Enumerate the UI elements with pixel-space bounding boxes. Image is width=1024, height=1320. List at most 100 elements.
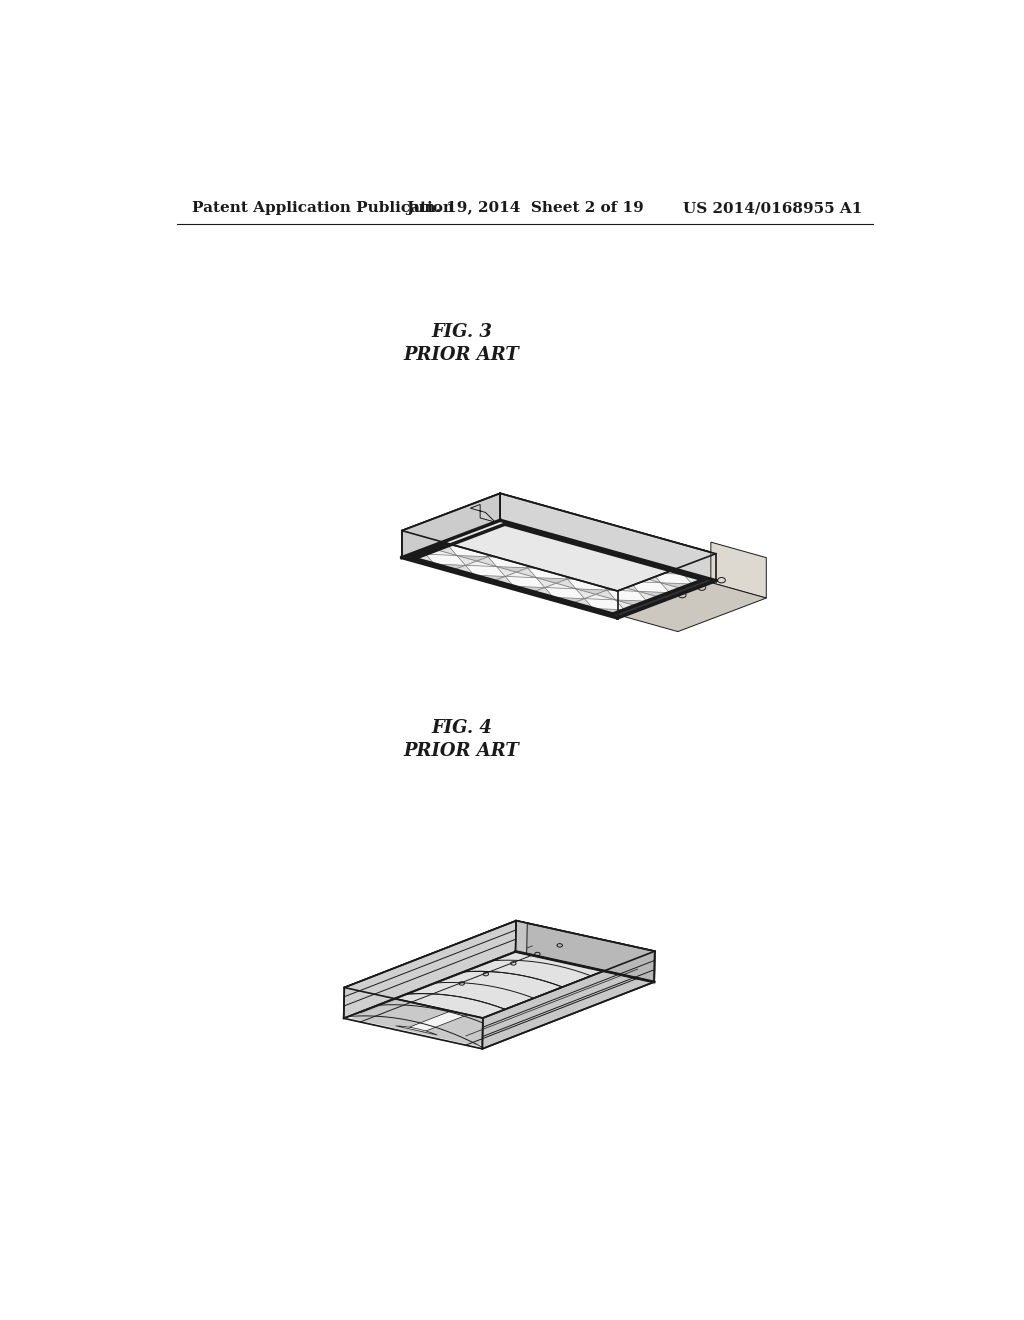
Polygon shape xyxy=(457,556,488,561)
Polygon shape xyxy=(415,524,703,614)
Polygon shape xyxy=(437,545,457,556)
Polygon shape xyxy=(660,582,681,593)
Polygon shape xyxy=(575,589,607,594)
Polygon shape xyxy=(596,590,615,599)
Polygon shape xyxy=(408,974,590,1023)
Polygon shape xyxy=(344,921,654,1018)
Polygon shape xyxy=(470,504,496,523)
Polygon shape xyxy=(590,566,622,572)
Polygon shape xyxy=(711,543,766,598)
Polygon shape xyxy=(593,609,624,614)
Polygon shape xyxy=(502,539,522,548)
Polygon shape xyxy=(350,997,532,1045)
Polygon shape xyxy=(542,549,561,560)
Polygon shape xyxy=(494,577,514,586)
Polygon shape xyxy=(497,520,716,582)
Polygon shape xyxy=(410,1007,474,1032)
Polygon shape xyxy=(505,572,537,578)
Polygon shape xyxy=(514,586,545,591)
Polygon shape xyxy=(579,570,598,581)
Polygon shape xyxy=(510,981,552,990)
Polygon shape xyxy=(434,564,466,570)
Text: US 2014/0168955 A1: US 2014/0168955 A1 xyxy=(683,202,862,215)
Polygon shape xyxy=(618,582,638,591)
Polygon shape xyxy=(524,962,589,987)
Polygon shape xyxy=(622,572,641,582)
Polygon shape xyxy=(615,599,647,606)
Polygon shape xyxy=(660,582,692,589)
Polygon shape xyxy=(638,591,670,597)
Polygon shape xyxy=(598,581,630,586)
Polygon shape xyxy=(534,587,553,598)
Polygon shape xyxy=(477,557,497,566)
Polygon shape xyxy=(466,561,497,566)
Polygon shape xyxy=(467,985,531,1010)
Polygon shape xyxy=(567,574,598,581)
Polygon shape xyxy=(564,541,585,550)
Text: FIG. 3: FIG. 3 xyxy=(431,322,493,341)
Polygon shape xyxy=(559,569,590,574)
Polygon shape xyxy=(585,594,615,599)
Polygon shape xyxy=(454,565,474,576)
Polygon shape xyxy=(453,1003,495,1012)
Polygon shape xyxy=(641,573,660,582)
Polygon shape xyxy=(539,560,559,569)
Polygon shape xyxy=(474,576,505,581)
Polygon shape xyxy=(465,952,647,1001)
Polygon shape xyxy=(612,557,644,564)
Polygon shape xyxy=(534,536,564,541)
Polygon shape xyxy=(344,952,654,1049)
Text: FIG. 4: FIG. 4 xyxy=(431,719,493,737)
Polygon shape xyxy=(519,558,539,568)
Polygon shape xyxy=(561,550,582,561)
Polygon shape xyxy=(572,546,604,552)
Polygon shape xyxy=(652,569,683,574)
Polygon shape xyxy=(449,541,479,546)
Polygon shape xyxy=(644,564,664,573)
Polygon shape xyxy=(607,586,638,591)
Polygon shape xyxy=(561,962,602,970)
Polygon shape xyxy=(573,599,593,609)
Polygon shape xyxy=(426,550,457,556)
Polygon shape xyxy=(601,562,622,572)
Polygon shape xyxy=(344,991,540,1044)
Polygon shape xyxy=(598,581,618,590)
Polygon shape xyxy=(622,572,652,577)
Polygon shape xyxy=(516,568,537,578)
Polygon shape xyxy=(550,554,582,561)
Polygon shape xyxy=(615,599,636,610)
Polygon shape xyxy=(638,591,658,601)
Polygon shape xyxy=(500,548,519,558)
Polygon shape xyxy=(401,969,597,1022)
Polygon shape xyxy=(446,1006,487,1015)
Polygon shape xyxy=(395,1026,437,1035)
Polygon shape xyxy=(609,578,716,618)
Polygon shape xyxy=(479,546,500,557)
Polygon shape xyxy=(527,564,559,569)
Polygon shape xyxy=(497,566,516,577)
Polygon shape xyxy=(553,598,585,603)
Polygon shape xyxy=(623,582,766,631)
Polygon shape xyxy=(500,494,716,581)
Polygon shape xyxy=(479,546,511,553)
Polygon shape xyxy=(497,566,527,572)
Polygon shape xyxy=(515,921,527,954)
Polygon shape xyxy=(582,561,612,566)
Polygon shape xyxy=(494,524,524,529)
Polygon shape xyxy=(575,589,596,599)
Polygon shape xyxy=(604,552,624,562)
Text: PRIOR ART: PRIOR ART xyxy=(403,346,519,364)
Polygon shape xyxy=(459,946,654,999)
Text: Patent Application Publication: Patent Application Publication xyxy=(193,202,455,215)
Text: PRIOR ART: PRIOR ART xyxy=(403,742,519,760)
Polygon shape xyxy=(545,583,575,589)
Polygon shape xyxy=(582,561,601,570)
Polygon shape xyxy=(630,577,660,582)
Polygon shape xyxy=(502,539,534,544)
Polygon shape xyxy=(504,983,545,993)
Polygon shape xyxy=(537,578,556,587)
Polygon shape xyxy=(482,952,654,1049)
Polygon shape xyxy=(519,558,550,564)
Polygon shape xyxy=(515,921,654,982)
Polygon shape xyxy=(344,921,516,1018)
